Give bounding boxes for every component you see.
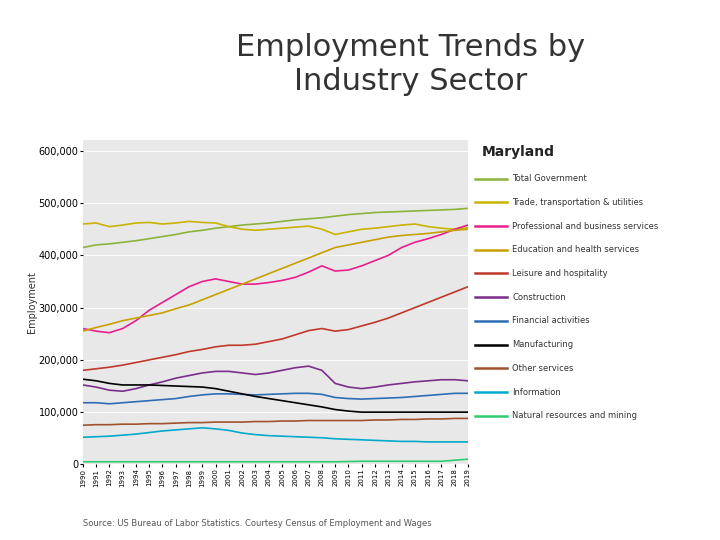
Text: Professional and business services: Professional and business services bbox=[513, 221, 659, 231]
Text: Financial activities: Financial activities bbox=[513, 316, 590, 326]
Text: Natural resources and mining: Natural resources and mining bbox=[513, 411, 637, 421]
Text: Manufacturing: Manufacturing bbox=[513, 340, 574, 349]
Text: Leisure and hospitality: Leisure and hospitality bbox=[513, 269, 608, 278]
Text: Education and health services: Education and health services bbox=[513, 245, 639, 254]
Text: Employment Trends by
Industry Sector: Employment Trends by Industry Sector bbox=[236, 33, 585, 96]
Text: Other services: Other services bbox=[513, 364, 574, 373]
Text: Employment: Employment bbox=[27, 272, 37, 333]
Text: Information: Information bbox=[513, 388, 561, 397]
Text: Source: US Bureau of Labor Statistics. Courtesy Census of Employment and Wages: Source: US Bureau of Labor Statistics. C… bbox=[83, 519, 431, 529]
Text: Total Government: Total Government bbox=[513, 174, 588, 183]
Text: Construction: Construction bbox=[513, 293, 566, 302]
Text: Trade, transportation & utilities: Trade, transportation & utilities bbox=[513, 198, 644, 207]
Text: Maryland: Maryland bbox=[482, 145, 554, 159]
Text: ( 46 ): ( 46 ) bbox=[672, 489, 718, 504]
